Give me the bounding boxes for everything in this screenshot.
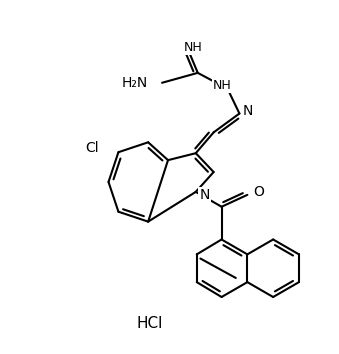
Text: HCl: HCl [137, 316, 163, 331]
Text: N: N [242, 104, 253, 118]
Text: NH: NH [213, 79, 232, 92]
Text: H₂N: H₂N [122, 76, 148, 90]
Text: O: O [253, 185, 264, 199]
Text: NH: NH [183, 41, 202, 53]
Text: Cl: Cl [85, 141, 99, 155]
Text: N: N [200, 188, 210, 202]
